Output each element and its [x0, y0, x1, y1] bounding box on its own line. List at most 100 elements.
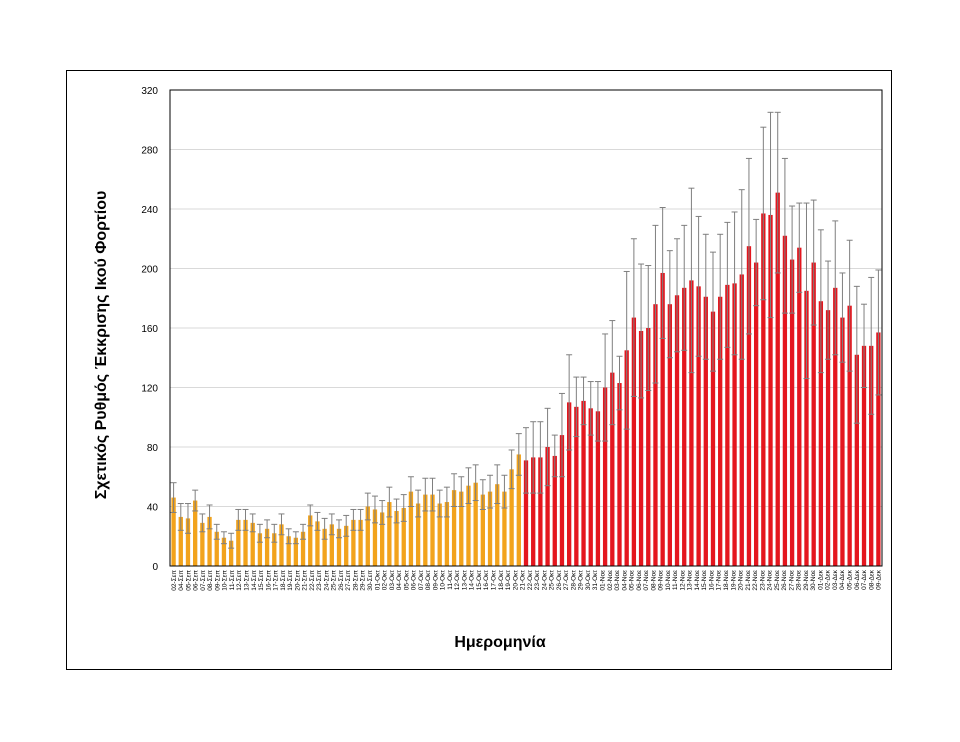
bar: [178, 516, 183, 566]
error-bar: [515, 433, 522, 476]
error-bar: [271, 523, 278, 543]
x-tick-label: 16-Νοε: [708, 570, 715, 591]
error-bar: [451, 473, 458, 507]
y-tick-label: 0: [152, 562, 158, 573]
bar: [876, 332, 881, 566]
x-tick-label: 15-Οκτ: [476, 570, 483, 591]
bar: [322, 528, 327, 566]
bar: [703, 296, 708, 566]
bar: [380, 512, 385, 566]
bar: [243, 519, 248, 566]
x-tick-label: 06-Νοε: [636, 570, 643, 591]
bar: [502, 491, 507, 566]
bar: [538, 457, 543, 566]
bar: [300, 531, 306, 566]
y-tick-label: 80: [147, 443, 159, 454]
y-tick-label: 120: [141, 384, 158, 395]
x-tick-label: 22-Νοε: [752, 570, 759, 591]
bar: [272, 533, 277, 566]
x-tick-label: 07-Οκτ: [418, 570, 425, 591]
bar: [351, 519, 356, 566]
bar: [372, 509, 378, 566]
x-tick-label: 02-Δεκ: [825, 569, 832, 590]
bar: [581, 400, 586, 566]
x-tick-label: 24-Σεπ: [323, 569, 330, 590]
error-bar: [523, 427, 529, 494]
x-tick-label: 30-Οκτ: [585, 570, 592, 591]
error-bar: [573, 376, 580, 438]
x-tick-label: 01-Οκτ: [374, 570, 381, 591]
y-tick-label: 40: [147, 503, 159, 514]
x-tick-label: 06-Δεκ: [854, 569, 861, 590]
x-tick-label: 16-Σεπ: [265, 569, 272, 590]
x-tick-label: 05-Σεπ: [185, 569, 192, 590]
bar: [531, 457, 536, 566]
error-bar: [300, 523, 307, 540]
x-tick-label: 08-Οκτ: [425, 570, 432, 591]
x-tick-label: 24-Νοε: [767, 570, 774, 591]
bar: [336, 528, 342, 566]
x-tick-label: 02-Οκτ: [382, 570, 389, 591]
error-bar: [336, 519, 343, 539]
bar: [746, 246, 752, 566]
error-bar: [436, 489, 443, 518]
error-bars: [170, 111, 882, 549]
error-bar: [609, 320, 616, 426]
bar: [214, 531, 219, 566]
x-tick-label: 22-Σεπ: [309, 569, 316, 590]
y-tick-label: 320: [141, 86, 158, 97]
error-bar: [228, 532, 235, 549]
error-bar: [192, 489, 199, 512]
bar: [624, 350, 629, 566]
bar: [286, 536, 291, 566]
chart-frame: [66, 70, 892, 670]
error-bar: [422, 477, 429, 512]
error-bar: [544, 407, 551, 487]
x-tick-label: 13-Σεπ: [243, 569, 250, 590]
y-tick-labels: 0 40 80 120 160 200 240 280 320: [141, 86, 158, 573]
error-bar: [530, 421, 537, 494]
error-bar: [630, 238, 637, 397]
error-bar: [494, 464, 501, 505]
x-tick-label: 14-Νοε: [694, 570, 701, 591]
x-tick-label: 18-Νοε: [723, 570, 730, 591]
bar: [415, 503, 421, 566]
bar: [804, 290, 809, 566]
error-bar: [429, 477, 436, 512]
bar: [566, 402, 572, 566]
bar: [293, 537, 299, 566]
bar: [768, 214, 773, 566]
bar: [257, 533, 263, 566]
bar: [523, 460, 529, 566]
bar: [638, 330, 644, 566]
bar: [344, 525, 349, 566]
bar: [451, 490, 457, 566]
bar: [797, 247, 802, 567]
bar: [387, 502, 392, 566]
bar: [466, 485, 471, 566]
bar: [516, 454, 521, 566]
x-tick-label: 09-Σεπ: [214, 569, 221, 590]
error-bar: [753, 218, 760, 307]
bar: [833, 287, 838, 566]
bar: [574, 406, 579, 566]
bar: [487, 491, 493, 566]
x-tick-label: 07-Σεπ: [200, 569, 207, 590]
error-bar: [645, 265, 652, 391]
error-bar: [861, 303, 868, 388]
x-tick-label: 03-Δεκ: [832, 569, 839, 590]
bar: [674, 295, 680, 566]
error-bar: [465, 467, 472, 505]
error-bar: [242, 508, 249, 531]
x-tick-label: 25-Νοε: [774, 570, 781, 591]
x-tick-label: 12-Νοε: [679, 570, 686, 591]
error-bar: [875, 269, 882, 396]
x-tick-label: 04-Νοε: [621, 570, 628, 591]
error-bar: [832, 220, 839, 356]
x-tick-label: 29-Σεπ: [360, 569, 367, 590]
bar: [408, 491, 414, 566]
bar: [473, 482, 478, 566]
error-bar: [285, 528, 292, 545]
x-tick-label: 28-Σεπ: [352, 569, 359, 590]
